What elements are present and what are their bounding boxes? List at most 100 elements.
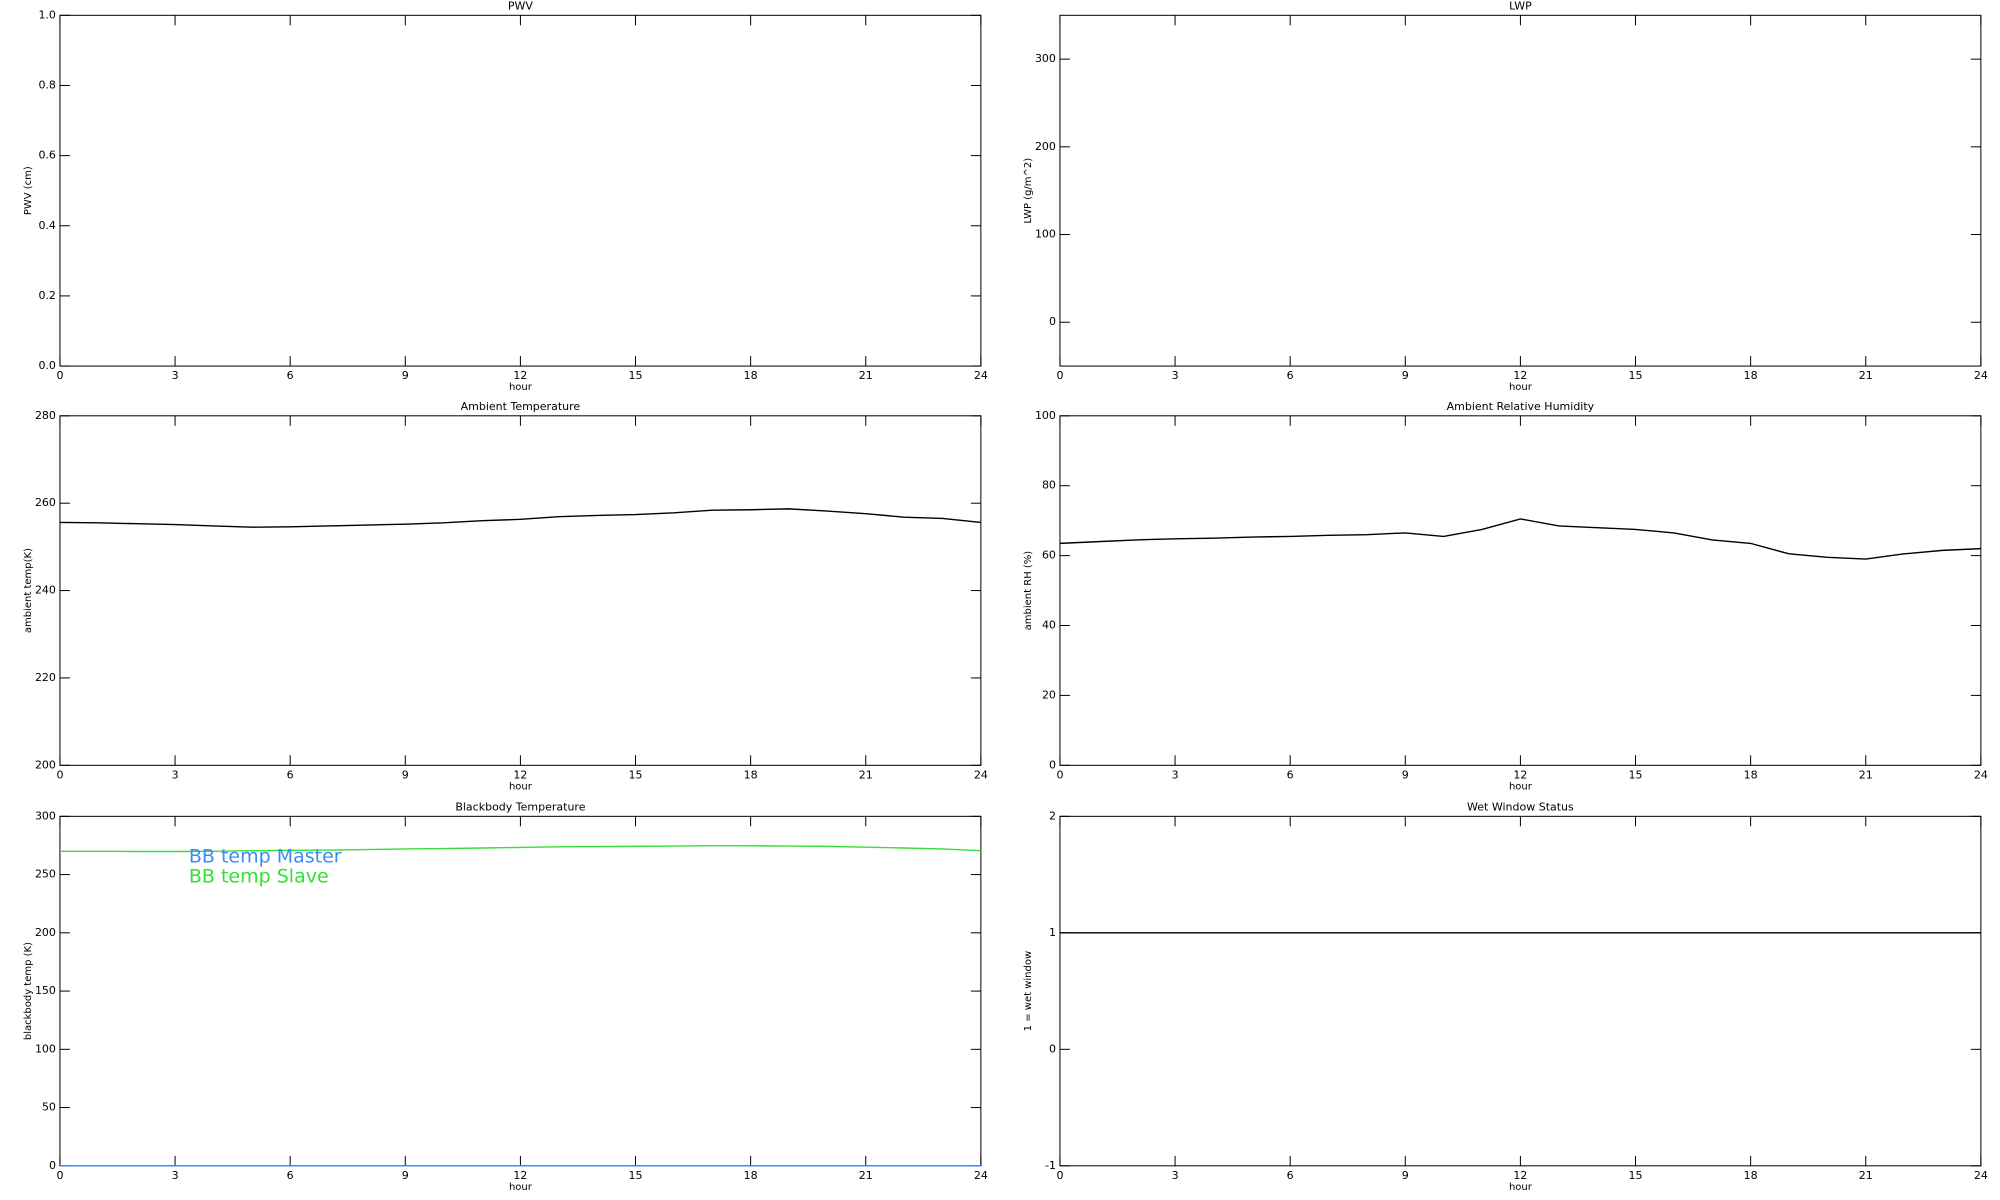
- x-tick-label: 6: [287, 1169, 294, 1182]
- x-tick-label: 24: [974, 768, 988, 781]
- y-tick-label: 0: [1049, 758, 1056, 771]
- x-tick-label: 21: [859, 1169, 873, 1182]
- x-tick-label: 3: [172, 369, 179, 382]
- y-axis-label: PWV (cm): [23, 166, 34, 215]
- x-tick-label: 9: [402, 1169, 409, 1182]
- x-tick-label: 24: [1974, 369, 1988, 382]
- y-tick-label: 220: [35, 671, 56, 684]
- y-tick-label: 0.0: [38, 359, 56, 372]
- x-tick-label: 24: [974, 1169, 988, 1182]
- data-line: [59, 508, 981, 528]
- y-axis-label: blackbody temp (K): [23, 942, 34, 1040]
- x-tick-label: 18: [744, 768, 758, 781]
- x-tick-label: 21: [1859, 768, 1873, 781]
- x-tick-label: 12: [513, 768, 527, 781]
- chart-title: LWP: [1509, 0, 1532, 12]
- y-tick-label: 2: [1049, 809, 1056, 822]
- x-tick-label: 9: [402, 369, 409, 382]
- x-tick-label: 6: [287, 768, 294, 781]
- y-tick-label: 280: [35, 409, 56, 422]
- x-tick-label: 6: [1287, 1169, 1294, 1182]
- y-axis-label: LWP (g/m^2): [1023, 158, 1034, 224]
- x-tick-label: 12: [1513, 369, 1527, 382]
- chart-title: Ambient Relative Humidity: [1447, 400, 1595, 413]
- data-line: [59, 844, 981, 853]
- y-axis-label: ambient RH (%): [1023, 551, 1034, 631]
- y-tick-label: 260: [35, 496, 56, 509]
- y-tick-label: 240: [35, 584, 56, 597]
- x-tick-label: 15: [629, 369, 643, 382]
- y-tick-label: 0.8: [38, 78, 56, 91]
- x-tick-label: 21: [859, 369, 873, 382]
- x-tick-label: 24: [1974, 1169, 1988, 1182]
- chart-title: Blackbody Temperature: [455, 800, 585, 813]
- y-tick-label: 1.0: [38, 8, 56, 21]
- y-tick-label: 100: [1035, 228, 1056, 241]
- y-tick-label: 20: [1042, 688, 1056, 701]
- y-tick-label: -1: [1045, 1159, 1056, 1172]
- x-tick-label: 12: [513, 1169, 527, 1182]
- x-tick-label: 18: [1744, 768, 1758, 781]
- y-axis-label: ambient temp(K): [23, 548, 34, 633]
- x-tick-label: 0: [56, 1169, 63, 1182]
- x-tick-label: 18: [1744, 1169, 1758, 1182]
- x-axis-label: hour: [509, 781, 533, 792]
- y-tick-label: 0.2: [38, 289, 56, 302]
- y-tick-label: 0.6: [38, 149, 56, 162]
- plot-frame: [1059, 14, 1982, 367]
- x-tick-label: 0: [56, 768, 63, 781]
- x-tick-label: 24: [1974, 768, 1988, 781]
- y-tick-label: 0.4: [38, 219, 56, 232]
- x-tick-label: 9: [1402, 1169, 1409, 1182]
- x-tick-label: 6: [1287, 369, 1294, 382]
- x-tick-label: 9: [1402, 768, 1409, 781]
- chart-title: PWV: [508, 0, 534, 12]
- x-axis-label: hour: [1509, 382, 1533, 393]
- x-tick-label: 0: [1056, 768, 1063, 781]
- x-tick-label: 3: [1172, 1169, 1179, 1182]
- x-axis-label: hour: [509, 1182, 533, 1193]
- y-tick-label: 200: [35, 758, 56, 771]
- y-tick-label: 200: [35, 926, 56, 939]
- x-tick-label: 15: [629, 768, 643, 781]
- y-tick-label: 250: [35, 868, 56, 881]
- x-tick-label: 9: [1402, 369, 1409, 382]
- x-axis-label: hour: [1509, 1182, 1533, 1193]
- legend-entry: BB temp Master: [189, 846, 342, 868]
- x-tick-label: 0: [56, 369, 63, 382]
- y-tick-label: 150: [35, 984, 56, 997]
- x-tick-label: 9: [402, 768, 409, 781]
- x-tick-label: 24: [974, 369, 988, 382]
- x-tick-label: 3: [1172, 369, 1179, 382]
- y-tick-label: 50: [42, 1101, 56, 1114]
- x-axis-label: hour: [509, 382, 533, 393]
- x-tick-label: 15: [1629, 768, 1643, 781]
- x-tick-label: 15: [1629, 1169, 1643, 1182]
- x-tick-label: 18: [744, 1169, 758, 1182]
- y-tick-label: 100: [1035, 409, 1056, 422]
- x-tick-label: 18: [744, 369, 758, 382]
- y-tick-label: 200: [1035, 140, 1056, 153]
- y-tick-label: 300: [35, 809, 56, 822]
- y-tick-label: 60: [1042, 549, 1056, 562]
- x-tick-label: 18: [1744, 369, 1758, 382]
- legend-entry: BB temp Slave: [189, 866, 329, 888]
- x-tick-label: 21: [1859, 369, 1873, 382]
- y-tick-label: 40: [1042, 619, 1056, 632]
- x-tick-label: 3: [1172, 768, 1179, 781]
- chart-title: Ambient Temperature: [461, 400, 581, 413]
- y-tick-label: 1: [1049, 926, 1056, 939]
- x-tick-label: 15: [1629, 369, 1643, 382]
- x-tick-label: 15: [629, 1169, 643, 1182]
- x-tick-label: 6: [287, 369, 294, 382]
- x-axis-label: hour: [1509, 781, 1533, 792]
- y-tick-label: 100: [35, 1042, 56, 1055]
- data-line: [1059, 518, 1981, 560]
- x-tick-label: 12: [513, 369, 527, 382]
- y-axis-label: 1 = wet window: [1023, 951, 1034, 1031]
- x-tick-label: 3: [172, 1169, 179, 1182]
- y-tick-label: 0: [1049, 315, 1056, 328]
- y-tick-label: 300: [1035, 52, 1056, 65]
- y-tick-label: 0: [1049, 1042, 1056, 1055]
